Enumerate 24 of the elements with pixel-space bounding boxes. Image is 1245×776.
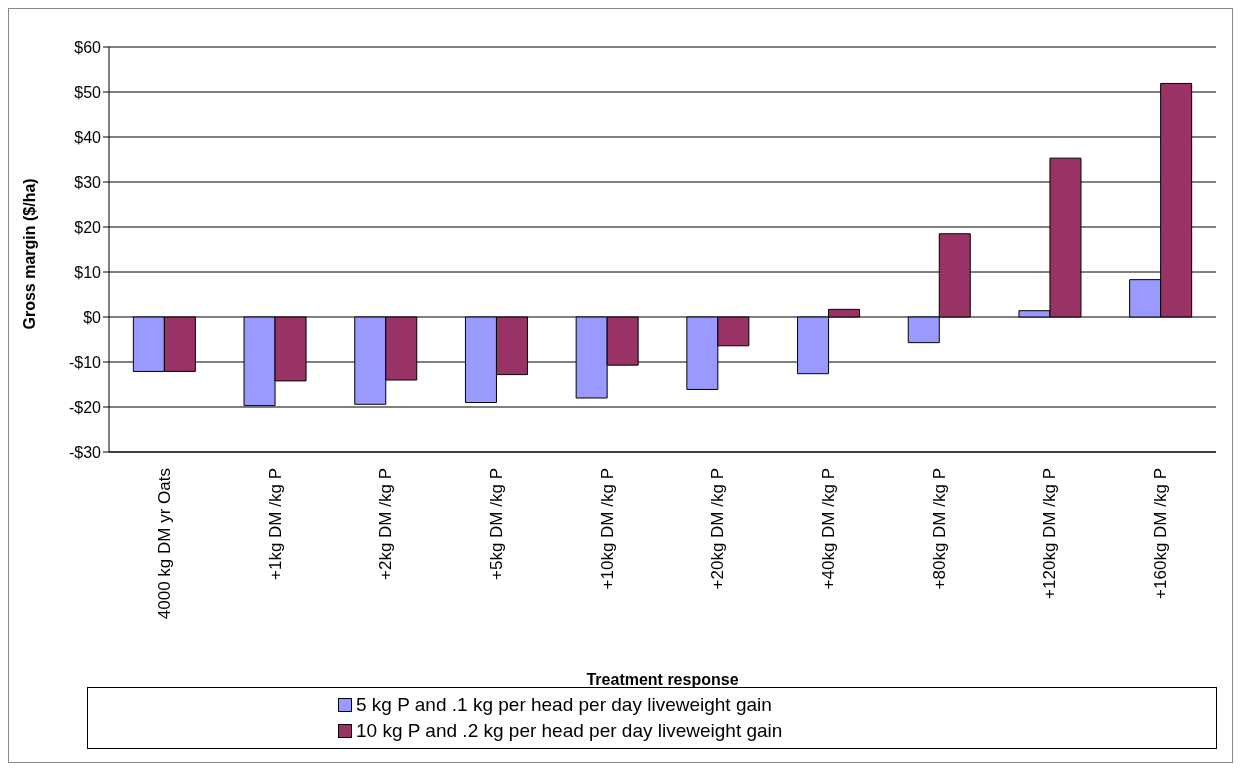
x-tick-label: +10kg DM /kg P [597, 468, 617, 590]
y-tick-label: $20 [74, 218, 102, 236]
x-tick-label: +2kg DM /kg P [376, 468, 396, 580]
x-axis-title: Treatment response [586, 671, 739, 688]
y-tick-label: $50 [74, 83, 102, 101]
y-tick-label: -$20 [68, 398, 102, 416]
x-tick-label: +1kg DM /kg P [265, 468, 285, 580]
x-tick-label: +40kg DM /kg P [819, 468, 839, 590]
legend-label: 10 kg P and .2 kg per head per day liveweight gain [356, 719, 783, 743]
x-tick-label: 4000 kg DM yr Oats [154, 468, 174, 620]
x-tick-label: +160kg DM /kg P [1151, 468, 1171, 599]
y-tick-label: $10 [74, 263, 102, 281]
x-tick-label: +120kg DM /kg P [1040, 468, 1060, 599]
x-tick-label: +5kg DM /kg P [486, 468, 506, 580]
y-axis-title: Gross margin ($/ha) [20, 178, 38, 330]
y-tick-label: $30 [74, 173, 102, 191]
y-tick-label: $60 [74, 38, 102, 56]
x-tick-label: +20kg DM /kg P [708, 468, 728, 590]
y-tick-label: $0 [83, 308, 102, 326]
x-tick-label: +80kg DM /kg P [929, 468, 949, 590]
y-tick-label: -$10 [68, 353, 102, 371]
y-tick-label: $40 [74, 128, 102, 146]
y-tick-label: -$30 [68, 443, 102, 461]
legend-label: 5 kg P and .1 kg per head per day liveweight gain [356, 693, 772, 717]
